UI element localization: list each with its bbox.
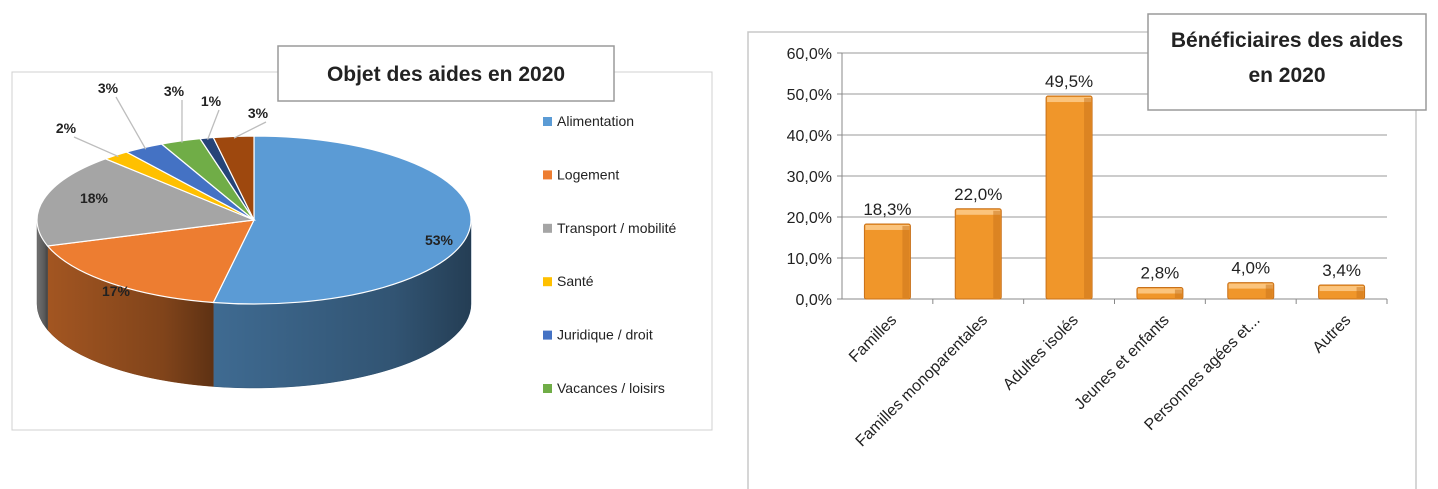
pie-data-label-5: 3%	[164, 83, 185, 99]
y-tick-label: 0,0%	[796, 292, 832, 309]
bar-value-label: 22,0%	[954, 185, 1002, 204]
bar-value-label: 49,5%	[1045, 72, 1093, 91]
chart-title: Objet des aides en 2020	[327, 63, 565, 86]
pie-slice-2	[36, 158, 257, 247]
pie-leader-line-7	[233, 121, 267, 139]
pie-data-label-2: 18%	[80, 190, 109, 206]
chart-title-line-1: Bénéficiaires des aides	[1171, 29, 1403, 52]
bar-shadow	[1356, 287, 1364, 298]
pie-data-label-4: 3%	[98, 80, 119, 96]
legend-swatch	[543, 277, 552, 287]
bar-body	[863, 223, 911, 300]
bar-highlight	[1137, 288, 1182, 294]
y-tick-label: 60,0%	[787, 46, 832, 63]
bar-highlight	[956, 209, 1001, 215]
bar-chart-beneficiaires: 0,0% 10,0% 20,0% 30,0% 40,0% 50,0% 60,0% 18,3%…	[747, 13, 1427, 489]
legend-label: Santé	[557, 273, 594, 289]
y-tick-label: 30,0%	[787, 169, 832, 186]
pie-chart-objet-des-aides: 53% 17% 18% 2% 3% 3% 1% 3% Alimentation Logement…	[11, 45, 713, 431]
bar-value-label: 4,0%	[1231, 259, 1270, 278]
bar-body	[954, 208, 1002, 300]
y-tick-label: 50,0%	[787, 87, 832, 104]
pie-slice-side-shade-2	[37, 220, 48, 330]
pie-data-label-3: 2%	[56, 120, 77, 136]
legend-item-vacances-loisirs: Vacances / loisirs	[543, 380, 665, 396]
bar-autres	[1318, 284, 1366, 300]
bar-highlight	[1228, 283, 1273, 289]
legend-item-juridique-droit: Juridique / droit	[543, 327, 653, 343]
pie-data-label-0: 53%	[425, 232, 454, 248]
bar-shadow	[1084, 98, 1092, 298]
bar-shadow	[902, 225, 910, 298]
bar-shadow	[1265, 284, 1273, 298]
bar-highlight	[1047, 97, 1092, 103]
legend-label: Alimentation	[557, 113, 634, 129]
bar-highlight	[865, 224, 910, 230]
legend-label: Transport / mobilité	[557, 220, 677, 236]
legend-item-logement: Logement	[543, 166, 619, 182]
bar-adultes-isoles	[1045, 95, 1093, 300]
bar-value-label: 18,3%	[863, 200, 911, 219]
pie-data-label-6: 1%	[201, 93, 222, 109]
legend-item-sante: Santé	[543, 273, 594, 289]
legend-item-alimentation: Alimentation	[543, 113, 634, 129]
bar-value-label: 2,8%	[1141, 264, 1180, 283]
legend-swatch	[543, 330, 552, 340]
pie-leader-line-3	[73, 136, 119, 158]
legend-swatch	[543, 170, 552, 180]
bar-highlight	[1319, 286, 1364, 292]
legend-swatch	[543, 117, 552, 126]
legend-item-transport-mobilite: Transport / mobilité	[543, 220, 677, 236]
bar-jeunes-et-enfants	[1136, 287, 1184, 300]
bar-shadow	[993, 210, 1001, 298]
pie-slice-7	[212, 135, 255, 221]
legend-swatch	[543, 223, 552, 233]
y-tick-label: 10,0%	[787, 251, 832, 268]
legend-label: Logement	[557, 166, 619, 182]
chart-title-box: Bénéficiaires des aides en 2020	[1147, 13, 1427, 111]
pie-slice-side-shade-0	[213, 220, 471, 388]
legend-swatch	[543, 384, 552, 393]
chart-title-line-2: en 2020	[1248, 64, 1325, 87]
pie-slice-1	[46, 219, 256, 304]
pie-data-label-1: 17%	[102, 283, 131, 299]
pie-slice-side-shade-1	[47, 245, 214, 387]
bar-value-label: 3,4%	[1322, 261, 1361, 280]
pie-slice-0	[212, 135, 472, 305]
bar-body	[1045, 95, 1093, 300]
y-tick-label: 40,0%	[787, 128, 832, 145]
pie-leader-line-4	[115, 96, 147, 150]
pie-data-label-7: 3%	[248, 105, 269, 121]
legend-label: Juridique / droit	[557, 327, 653, 343]
y-tick-label: 20,0%	[787, 210, 832, 227]
chart-title-box: Objet des aides en 2020	[277, 45, 615, 102]
bar-shadow	[1174, 289, 1182, 298]
pie-leader-line-6	[207, 109, 220, 140]
bar-familles	[863, 223, 911, 300]
legend-label: Vacances / loisirs	[557, 380, 665, 396]
bar-familles-monoparentales	[954, 208, 1002, 300]
bar-personnes-agees-et	[1227, 282, 1275, 300]
